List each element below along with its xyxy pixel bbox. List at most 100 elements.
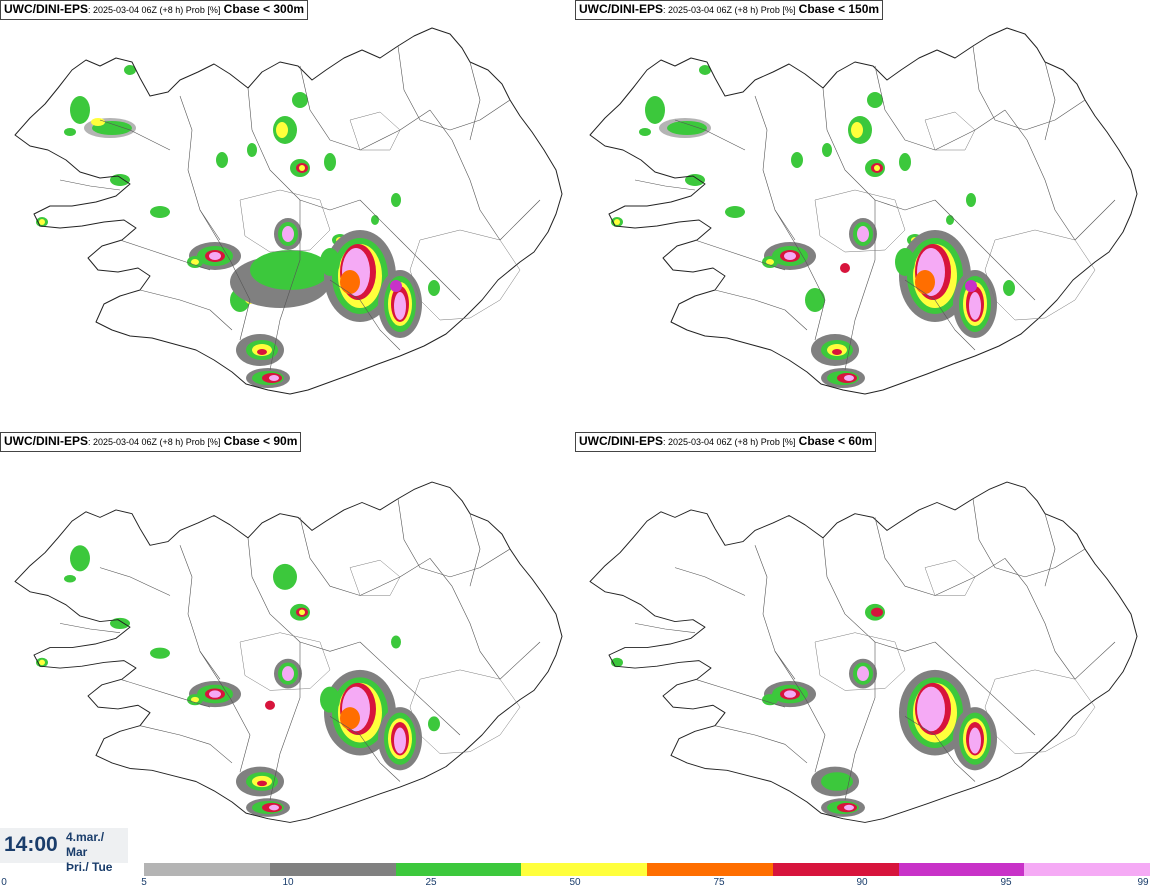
region-boundary [972, 45, 1086, 131]
glacier-outline [814, 189, 906, 253]
probability-area [340, 270, 360, 294]
region-boundary [1004, 558, 1076, 680]
probability-area [915, 270, 935, 294]
probability-area [895, 248, 915, 276]
probability-area [320, 686, 340, 713]
threshold-label: Cbase < 60m [798, 434, 873, 448]
region-boundary [99, 567, 171, 596]
probability-area [844, 375, 854, 381]
region-boundary [822, 537, 936, 652]
probability-area [394, 292, 406, 320]
region-boundary [634, 623, 696, 633]
region-boundary [139, 725, 233, 764]
probability-area [832, 349, 842, 355]
panel-title: UWC/DINI-EPS: 2025-03-04 06Z (+8 h) Prob… [0, 0, 309, 20]
probability-area [840, 263, 850, 273]
region-boundary [179, 545, 221, 680]
region-boundary [329, 716, 401, 782]
region-boundary [299, 517, 431, 596]
probability-area [257, 349, 267, 355]
probability-area [857, 226, 869, 242]
probability-area [269, 804, 279, 811]
valid-time-box: 14:00 4.mar./ Mar Þri./ Tue [0, 828, 128, 874]
probability-area [784, 252, 796, 260]
region-boundary [59, 179, 121, 191]
valid-date-line2: Þri./ Tue [66, 860, 113, 874]
probability-area [320, 248, 340, 276]
probability-area [917, 686, 945, 732]
region-boundary [139, 289, 233, 331]
run-info-label: : 2025-03-04 06Z (+8 h) Prob [%] [663, 437, 796, 447]
valid-time: 14:00 [4, 833, 58, 856]
map-panel-60m: UWC/DINI-EPS: 2025-03-04 06Z (+8 h) Prob… [575, 432, 1150, 862]
probability-area [292, 92, 308, 108]
probability-area [645, 96, 665, 124]
region-boundary [774, 209, 826, 341]
probability-area [784, 690, 796, 698]
probability-area [391, 635, 401, 649]
probability-area [946, 215, 954, 225]
probability-area [614, 219, 620, 225]
region-boundary [1044, 513, 1056, 587]
probability-area [391, 193, 401, 207]
probability-area [851, 122, 863, 138]
run-info-label: : 2025-03-04 06Z (+8 h) Prob [%] [663, 5, 796, 15]
region-boundary [329, 279, 401, 351]
iceland-map [589, 481, 1138, 823]
colorbar-segment [772, 863, 899, 876]
probability-area [282, 226, 294, 242]
glacier-outline [814, 632, 906, 691]
probability-area [394, 727, 406, 754]
region-boundary [674, 567, 746, 596]
region-boundary [874, 65, 1006, 151]
coastline [589, 481, 1138, 823]
probability-area [340, 707, 360, 730]
probability-area [969, 727, 981, 754]
probability-area [822, 143, 832, 157]
probability-area [969, 292, 981, 320]
probability-area [371, 215, 379, 225]
probability-area [191, 259, 199, 265]
probability-area [191, 696, 199, 703]
colorbar-tick-label: 95 [1000, 877, 1012, 888]
map-panel-90m: UWC/DINI-EPS: 2025-03-04 06Z (+8 h) Prob… [0, 432, 575, 862]
colorbar-segment [647, 863, 773, 876]
probability-area [857, 666, 869, 682]
run-info-label: : 2025-03-04 06Z (+8 h) Prob [%] [88, 5, 221, 15]
region-boundary [714, 725, 808, 764]
probability-area [91, 118, 105, 126]
colorbar-tick-label: 5 [141, 877, 147, 888]
probability-area [276, 122, 288, 138]
region-boundary [119, 239, 211, 271]
map-panel-300m: UWC/DINI-EPS: 2025-03-04 06Z (+8 h) Prob… [0, 0, 575, 430]
glacier-outline [239, 189, 331, 253]
region-boundary [199, 209, 251, 341]
probability-area [39, 659, 45, 666]
threshold-label: Cbase < 300m [223, 2, 305, 16]
probability-area [966, 193, 976, 207]
region-boundary [269, 642, 301, 801]
valid-date: 4.mar./ Mar Þri./ Tue [66, 830, 128, 875]
probability-area [871, 607, 883, 617]
probability-area [250, 250, 330, 290]
region-boundary [694, 678, 786, 708]
region-boundary [634, 179, 696, 191]
probability-area [247, 143, 257, 157]
region-boundary [469, 61, 481, 141]
region-boundary [904, 716, 976, 782]
probability-area [821, 772, 853, 791]
probability-area [390, 280, 402, 292]
probability-area [209, 690, 221, 698]
probability-area [428, 280, 440, 296]
region-boundary [714, 289, 808, 331]
threshold-label: Cbase < 150m [798, 2, 880, 16]
probability-area [867, 92, 883, 108]
glacier-outline [239, 632, 331, 691]
glacier-outline [409, 669, 521, 754]
iceland-map [14, 481, 563, 823]
probability-area [39, 219, 45, 225]
probability-area [685, 174, 705, 186]
probability-area [428, 716, 440, 732]
region-boundary [499, 199, 541, 241]
region-boundary [844, 200, 876, 371]
